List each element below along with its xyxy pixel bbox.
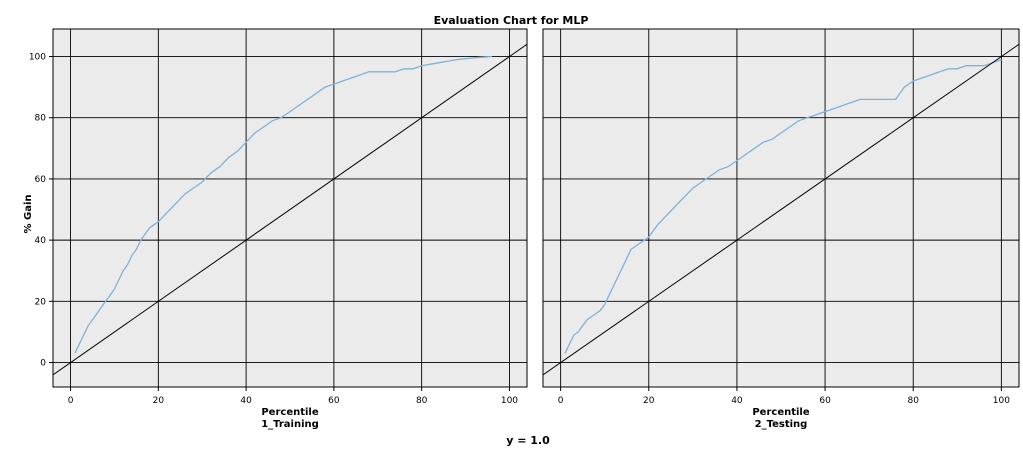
gain-line [564, 58, 1002, 354]
x-tick-label: 100 [501, 396, 518, 406]
x-tick-label: 40 [240, 396, 252, 406]
gain-line [74, 55, 492, 354]
x-axis-label: Percentile [752, 407, 810, 418]
x-tick-label: 0 [558, 396, 564, 406]
panel-frame [52, 28, 528, 388]
x-tick-label: 20 [153, 396, 165, 406]
panels-layer: 0 20 40 60 80 100020406080100Percentile1_Trai… [29, 28, 1020, 430]
y-tick-label: 100 [29, 53, 46, 63]
panel-sublabel: 1_Training [261, 419, 319, 430]
chart-title: Evaluation Chart for MLP [434, 14, 589, 27]
y-tick-label: 0 [40, 359, 46, 369]
x-tick-label: 60 [819, 396, 831, 406]
x-tick-label: 100 [993, 396, 1010, 406]
panel-1: 0 20 40 60 80 100 0 20 40 60 80 100 Percentile1_Trai… [29, 28, 528, 430]
baseline-line [53, 43, 527, 376]
chart-footer: y = 1.0 [506, 434, 550, 447]
panel-series [543, 43, 1019, 376]
x-tick-label: 60 [328, 396, 340, 406]
x-tick-label: 80 [416, 396, 428, 406]
x-tick-label: 80 [907, 396, 919, 406]
y-tick-label: 80 [35, 114, 47, 124]
baseline-line [543, 43, 1019, 376]
panel-series [53, 43, 527, 376]
panel-background [542, 28, 1020, 388]
x-tick-label: 0 [68, 396, 74, 406]
panel-frame [542, 28, 1020, 388]
y-tick-label: 20 [35, 297, 47, 307]
panel-sublabel: 2_Testing [755, 419, 808, 430]
y-tick-label: 40 [35, 236, 47, 246]
x-tick-label: 20 [643, 396, 655, 406]
panel-background [52, 28, 528, 388]
y-axis-label: % Gain [23, 194, 34, 233]
x-axis-label: Percentile [261, 407, 319, 418]
y-tick-label: 60 [35, 175, 47, 185]
x-tick-label: 40 [731, 396, 743, 406]
